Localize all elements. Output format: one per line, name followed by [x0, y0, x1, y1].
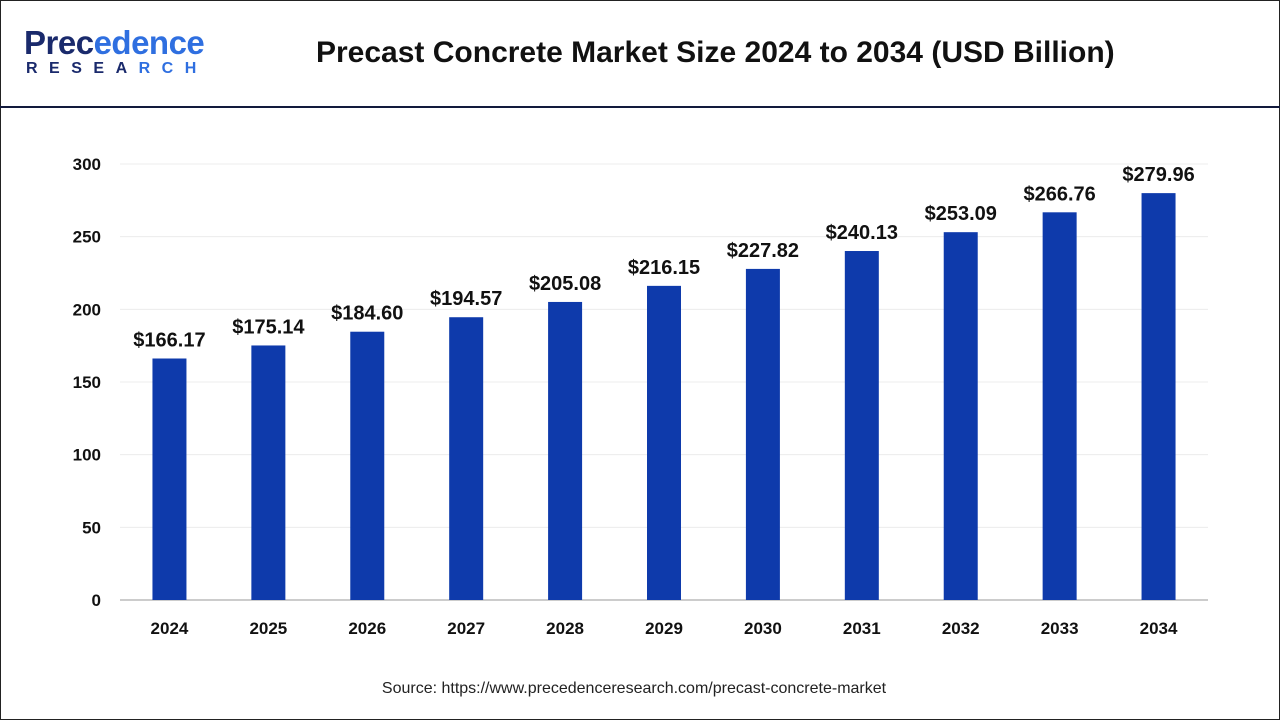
chart-title: Precast Concrete Market Size 2024 to 203…	[316, 36, 1115, 69]
bar	[548, 301, 583, 600]
data-label: $279.96	[1122, 164, 1194, 186]
x-tick-label: 2032	[942, 619, 980, 638]
x-tick-label: 2029	[645, 619, 683, 638]
data-label: $253.09	[925, 203, 997, 225]
data-label: $184.60	[331, 303, 403, 325]
y-tick-label: 100	[73, 446, 101, 465]
bar	[647, 285, 681, 600]
data-label: $166.17	[133, 329, 205, 351]
y-tick-label: 150	[73, 373, 101, 392]
bar	[449, 317, 484, 600]
header-divider	[0, 106, 1280, 108]
data-label: $216.15	[628, 257, 700, 279]
y-tick-label: 0	[92, 591, 101, 610]
x-tick-label: 2033	[1041, 619, 1079, 638]
logo: Precedence RESEARCH	[24, 26, 208, 78]
y-tick-label: 300	[73, 155, 101, 174]
logo-text-top: Precedence	[24, 24, 205, 61]
x-tick-label: 2026	[348, 619, 386, 638]
x-tick-label: 2031	[843, 619, 881, 638]
bar	[844, 251, 879, 601]
bar	[350, 331, 385, 600]
x-tick-label: 2027	[447, 619, 485, 638]
y-tick-label: 250	[73, 228, 101, 247]
logo-text-bottom: RESEARCH	[26, 60, 208, 77]
bar	[745, 268, 780, 600]
x-tick-label: 2028	[546, 619, 584, 638]
x-tick-label: 2030	[744, 619, 782, 638]
data-label: $175.14	[232, 316, 305, 338]
bar	[1141, 193, 1176, 600]
data-label: $266.76	[1023, 183, 1095, 205]
bar	[943, 232, 978, 600]
x-tick-label: 2024	[151, 619, 189, 638]
data-label: $227.82	[727, 240, 799, 262]
data-label: $240.13	[826, 222, 898, 244]
data-label: $194.57	[430, 288, 502, 310]
y-tick-label: 200	[73, 300, 101, 319]
x-tick-label: 2034	[1140, 619, 1178, 638]
bar	[152, 358, 187, 600]
bar	[1042, 212, 1077, 600]
x-tick-label: 2025	[249, 619, 287, 638]
y-tick-label: 50	[82, 518, 101, 537]
data-label: $205.08	[529, 273, 601, 295]
source-note: Source: https://www.precedenceresearch.c…	[381, 680, 887, 697]
bar	[251, 345, 286, 600]
